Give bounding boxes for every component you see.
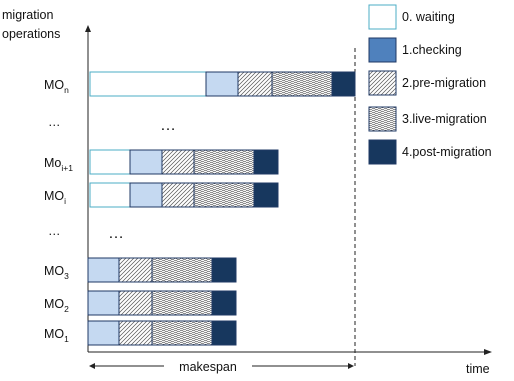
row-label: MO2 (44, 297, 69, 314)
row-ellipsis-lower: … (48, 224, 61, 238)
makespan-arrow-right (348, 363, 354, 369)
segment-checking (129, 182, 163, 208)
segment-checking (129, 149, 163, 175)
segment-live (151, 290, 213, 316)
x-axis-arrowhead (484, 349, 492, 355)
row-label-subscript: 3 (64, 271, 69, 281)
row-label-name: MO (44, 297, 64, 311)
y-axis-arrowhead (85, 25, 91, 32)
segment-post (253, 149, 279, 175)
legend-label-checking: 1.checking (402, 43, 462, 57)
x-axis-label: time (466, 362, 490, 376)
legend-swatch-pre (368, 70, 397, 96)
segment-checking (87, 257, 120, 283)
row-label: MOn (44, 78, 69, 95)
segment-waiting (89, 71, 207, 97)
legend-swatch-live (368, 106, 397, 132)
segment-post (253, 182, 279, 208)
y-axis-label-line1: migration (2, 8, 53, 22)
row-label-name: Mo (44, 156, 61, 170)
y-axis-label-line2: operations (2, 27, 60, 41)
segment-checking (87, 290, 120, 316)
row-label-name: MO (44, 189, 64, 203)
segment-checking (205, 71, 239, 97)
segment-pre (118, 320, 153, 346)
segment-pre (118, 290, 153, 316)
segment-live (151, 320, 213, 346)
row-label: MOi (44, 189, 66, 206)
row-label-subscript: n (64, 85, 69, 95)
row-ellipsis-upper: … (48, 115, 61, 129)
bar-ellipsis-upper: … (160, 117, 176, 134)
legend-label-waiting: 0. waiting (402, 10, 455, 24)
segment-pre (161, 149, 195, 175)
segment-post (211, 320, 237, 346)
segment-post (211, 257, 237, 283)
legend: 0. waiting 1.checking 2.pre-migration 3.liv… (368, 4, 492, 165)
row-label: Moi+1 (44, 156, 73, 173)
legend-swatch-waiting (368, 4, 397, 30)
legend-label-live: 3.live-migration (402, 112, 487, 126)
bar-ellipsis-lower: … (108, 225, 124, 242)
makespan-label-bg (164, 358, 252, 372)
segment-post (331, 71, 356, 97)
segment-live (271, 71, 333, 97)
makespan-arrow-left (89, 363, 95, 369)
legend-swatch-post (368, 139, 397, 165)
legend-label-post: 4.post-migration (402, 145, 492, 159)
segment-checking (87, 320, 120, 346)
row-label-subscript: 1 (64, 334, 69, 344)
segment-pre (237, 71, 273, 97)
segment-pre (161, 182, 195, 208)
row-label-subscript: 2 (64, 304, 69, 314)
segment-waiting (89, 149, 131, 175)
segment-pre (118, 257, 153, 283)
legend-label-pre: 2.pre-migration (402, 76, 486, 90)
segment-live (151, 257, 213, 283)
row-label-name: MO (44, 264, 64, 278)
row-label-subscript: i+1 (61, 163, 73, 173)
row-label-name: MO (44, 327, 64, 341)
segment-live (193, 182, 255, 208)
segment-waiting (89, 182, 131, 208)
segment-live (193, 149, 255, 175)
row-label: MO3 (44, 264, 69, 281)
makespan-label: makespan (179, 360, 237, 374)
row-label: MO1 (44, 327, 69, 344)
row-label-name: MO (44, 78, 64, 92)
segment-post (211, 290, 237, 316)
legend-swatch-checking (368, 37, 397, 63)
row-label-subscript: i (64, 196, 66, 206)
